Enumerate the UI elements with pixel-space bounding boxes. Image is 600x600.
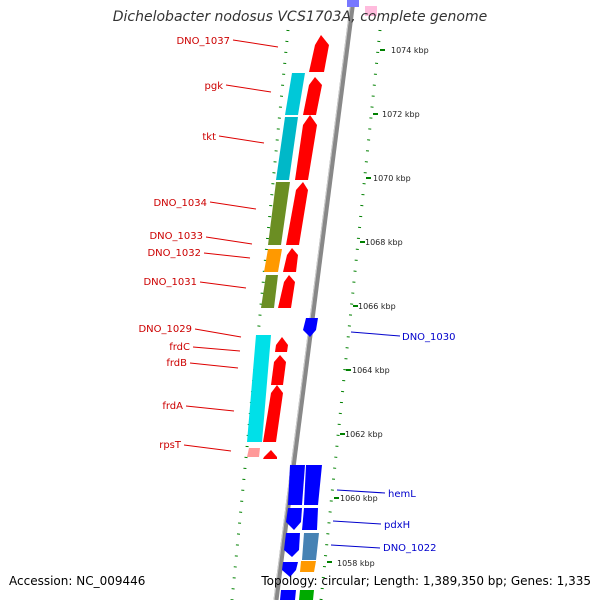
leader-dno1034 [209, 201, 257, 210]
gene-label-dno1022: DNO_1022 [383, 543, 437, 554]
gene-label-dno1033: DNO_1033 [149, 231, 203, 242]
gene-label-pdxh: pdxH [384, 520, 410, 531]
leader-frda [185, 405, 235, 412]
gene-arrow-heml [288, 465, 305, 505]
scale-label-group: 1074 kbp 1072 kbp 1070 kbp 1068 kbp 1066… [337, 46, 429, 568]
scale-label: 1074 kbp [391, 46, 429, 55]
cog-block-dno1032 [264, 249, 282, 272]
topology-label: Topology: circular; Length: 1,389,350 bp… [261, 574, 591, 588]
leader-dno1029 [194, 328, 242, 338]
gene-label-dno1034: DNO_1034 [153, 198, 207, 209]
gene-label-frda: frdA [162, 401, 183, 412]
reverse-genes [280, 318, 322, 600]
leader-dno1030 [350, 331, 401, 337]
leader-heml [336, 489, 386, 494]
gene-arrow-pdxh [286, 508, 302, 530]
gene-label-rpst: rpsT [159, 440, 182, 451]
cog-block-dno1031 [261, 275, 278, 308]
leader-dno1022 [330, 544, 381, 549]
cog-block-edge [300, 561, 316, 572]
gene-arrow-rpst [263, 450, 277, 459]
guide-line-outer [319, 29, 382, 600]
reverse-leaders [330, 331, 401, 549]
accession-label: Accession: NC_009446 [9, 574, 146, 588]
gene-label-heml: hemL [388, 489, 416, 500]
gene-arrow-edge-b [282, 562, 298, 577]
guide-line-inner [230, 29, 290, 600]
leader-pgk [225, 84, 272, 93]
cog-block-tkt [276, 117, 298, 180]
gene-arrow-dno1037 [309, 35, 329, 72]
gene-arrow-pgk [303, 77, 322, 115]
cog-block-edge-b [299, 590, 314, 600]
cog-block-pgk [285, 73, 305, 115]
gene-arrow-dno1031 [278, 275, 295, 308]
gene-label-dno1029: DNO_1029 [138, 324, 192, 335]
edge-marker-pink [365, 6, 377, 16]
forward-leaders [183, 39, 279, 452]
gene-arrow-heml-b [304, 465, 322, 505]
cog-block-rpst [247, 448, 260, 457]
gene-arrow-frdc [275, 337, 288, 352]
gene-label-frdb: frdB [166, 358, 187, 369]
scale-label: 1062 kbp [345, 430, 383, 439]
cog-block-dno1034 [268, 182, 290, 245]
scale-tick-group [327, 49, 385, 563]
scale-label: 1066 kbp [358, 302, 396, 311]
gene-arrow-frdb [271, 355, 286, 385]
gene-label-dno1032: DNO_1032 [147, 248, 201, 259]
genome-backbone-highlight [273, 0, 352, 600]
leader-pdxh [332, 520, 382, 525]
gene-label-dno1031: DNO_1031 [143, 277, 197, 288]
map-title: Dichelobacter nodosus VCS1703A, complete… [112, 9, 488, 25]
reverse-label-group: DNO_1030 hemL pdxH DNO_1022 [383, 332, 456, 554]
leader-frdc [192, 346, 241, 352]
scale-label: 1070 kbp [373, 174, 411, 183]
scale-label: 1058 kbp [337, 559, 375, 568]
gene-arrow-edge-c [280, 590, 296, 600]
leader-dno1032 [203, 252, 251, 259]
gene-arrow-dno1032 [283, 248, 298, 272]
gene-arrow-dno1030 [303, 318, 318, 337]
scale-label: 1060 kbp [340, 494, 378, 503]
gene-arrow-frda [263, 385, 283, 442]
edge-marker-blue [347, 0, 359, 7]
leader-rpst [183, 444, 232, 452]
scale-label: 1064 kbp [352, 366, 390, 375]
leader-dno1031 [199, 281, 247, 289]
leader-dno1033 [205, 236, 253, 245]
scale-label: 1068 kbp [365, 238, 403, 247]
cog-block-frd [247, 335, 271, 442]
gene-label-dno1037: DNO_1037 [176, 36, 230, 47]
gene-arrow-tkt [295, 115, 317, 180]
forward-genes [263, 35, 329, 459]
leader-tkt [218, 135, 265, 144]
gene-arrow-edge [284, 533, 300, 557]
scale-label: 1072 kbp [382, 110, 420, 119]
gene-label-pgk: pgk [205, 81, 224, 92]
gene-arrow-dno1034 [286, 182, 308, 245]
gene-label-frdc: frdC [169, 342, 190, 353]
cog-block-dno1022 [302, 533, 319, 560]
gene-label-tkt: tkt [202, 132, 216, 143]
leader-frdb [189, 362, 239, 369]
forward-label-group: DNO_1037 pgk tkt DNO_1034 DNO_1033 DNO_1… [138, 36, 230, 451]
gene-arrow-pdxh-b [302, 508, 318, 530]
gene-label-dno1030: DNO_1030 [402, 332, 456, 343]
leader-dno1037 [232, 39, 279, 48]
cog-ring [247, 73, 319, 600]
